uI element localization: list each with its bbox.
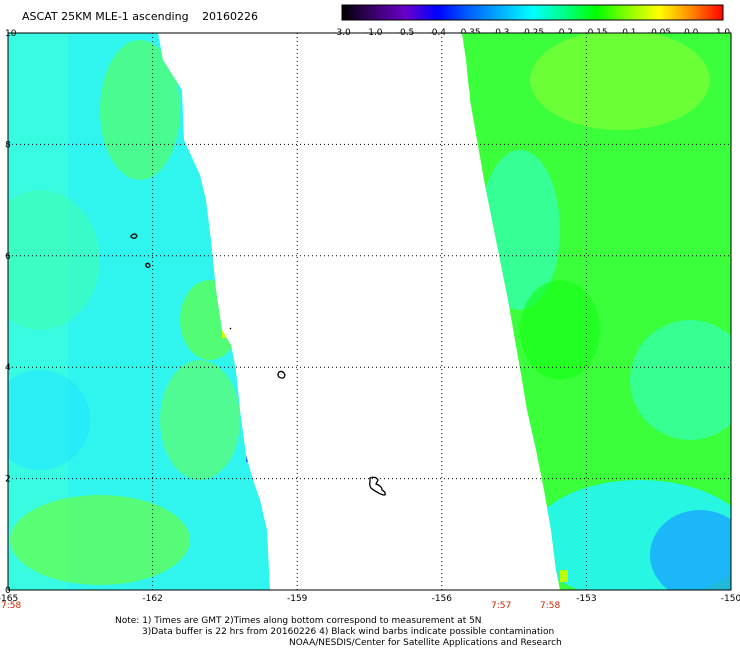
time-label-right: 7:58 — [540, 601, 561, 611]
right-swath — [462, 33, 731, 590]
x-axis-labels: -165 -162 -159 -156 -153 -150 — [0, 594, 740, 604]
map-frame — [7, 32, 732, 591]
left-swath — [8, 33, 270, 590]
time-label-mid: 7:57 — [491, 601, 512, 611]
lon-tick-label: -156 — [432, 594, 453, 604]
y-axis-labels: 10 8 6 4 2 0 — [5, 29, 17, 596]
footnotes: Note: 1) Times are GMT 2)Times along bot… — [115, 616, 562, 649]
island-outline — [145, 262, 151, 269]
time-label-left: 7:58 — [1, 601, 22, 611]
lon-tick-label: -159 — [287, 594, 308, 604]
island-outline — [229, 327, 232, 330]
lon-tick-label: -162 — [142, 594, 162, 604]
lat-tick-label: 8 — [5, 140, 11, 150]
lat-tick-label: 6 — [5, 252, 11, 262]
island-outline — [369, 476, 386, 496]
map-grid — [8, 33, 731, 590]
note-line-2: 3)Data buffer is 22 hrs from 20160226 4)… — [142, 627, 555, 637]
lon-tick-label: -153 — [576, 594, 596, 604]
lon-tick-label: -150 — [721, 594, 740, 604]
lat-tick-label: 4 — [5, 363, 11, 373]
lat-tick-label: 0 — [5, 586, 11, 596]
product-name: ASCAT 25KM MLE-1 ascending — [22, 10, 189, 23]
lat-tick-label: 10 — [5, 29, 17, 39]
lon-tick-label: -165 — [0, 594, 18, 604]
island-outline — [277, 370, 286, 379]
product-date: 20160226 — [202, 10, 259, 23]
colorbar-gradient — [341, 4, 724, 21]
note-line-1: Note: 1) Times are GMT 2)Times along bot… — [115, 616, 482, 626]
island-outlines — [130, 233, 386, 496]
lat-tick-label: 2 — [5, 475, 11, 485]
note-line-3: NOAA/NESDIS/Center for Satellite Applica… — [289, 638, 562, 648]
island-outline — [130, 233, 138, 239]
map-title: ASCAT 25KM MLE-1 ascending 20160226 — [22, 10, 258, 23]
